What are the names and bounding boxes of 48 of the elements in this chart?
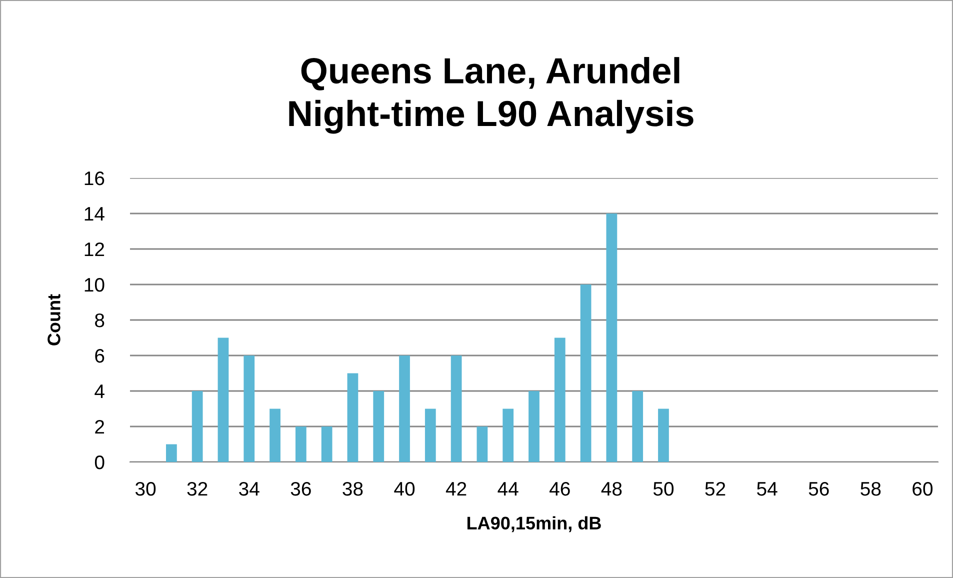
bar xyxy=(424,408,436,462)
y-tick-label: 10 xyxy=(84,278,104,292)
bar xyxy=(218,338,229,462)
y-axis-title: Count xyxy=(48,294,60,346)
y-tick-label: 14 xyxy=(84,207,104,221)
x-tick-label: 34 xyxy=(239,482,260,496)
bar xyxy=(373,391,384,462)
x-tick-label: 42 xyxy=(446,482,466,496)
bar xyxy=(476,426,488,462)
bar xyxy=(554,338,566,462)
x-tick-label: 60 xyxy=(912,482,933,496)
x-tick-label: 58 xyxy=(860,482,881,496)
x-tick-label: 50 xyxy=(653,482,674,496)
bar xyxy=(450,356,462,462)
x-tick-label: 46 xyxy=(550,482,570,496)
bar xyxy=(399,356,410,462)
chart-title: Queens Lane, Arundel Night-time L90 Analysis xyxy=(289,57,694,134)
x-tick-label: 30 xyxy=(135,482,156,496)
bar xyxy=(270,408,280,462)
bar xyxy=(347,373,358,462)
bar xyxy=(528,391,540,462)
y-tick-label: 8 xyxy=(95,313,104,328)
bar xyxy=(580,284,592,462)
x-tick-label: 38 xyxy=(342,482,363,496)
bar xyxy=(321,426,332,462)
bar xyxy=(658,408,669,462)
bar xyxy=(295,426,306,462)
x-tick-label: 56 xyxy=(808,482,829,496)
x-axis-title: LA90,15min, dB xyxy=(467,516,601,532)
bar xyxy=(502,408,514,462)
bar xyxy=(166,444,177,462)
y-tick-label: 2 xyxy=(95,420,104,434)
x-tick-label: 44 xyxy=(498,482,518,496)
x-tick-label: 32 xyxy=(187,482,208,496)
y-tick-label: 16 xyxy=(84,171,104,186)
x-tick-label: 54 xyxy=(757,482,778,496)
x-tick-label: 36 xyxy=(290,482,311,496)
bar xyxy=(606,214,618,462)
bar xyxy=(192,391,203,462)
x-tick-label: 40 xyxy=(394,482,415,496)
y-tick-label: 4 xyxy=(94,384,104,398)
x-tick-label: 48 xyxy=(601,482,622,496)
y-tick-label: 6 xyxy=(95,348,104,363)
bar xyxy=(632,391,644,462)
y-tick-label: 0 xyxy=(94,455,104,470)
x-tick-label: 52 xyxy=(705,482,726,496)
y-tick-label: 12 xyxy=(84,242,104,256)
bar xyxy=(244,356,255,462)
